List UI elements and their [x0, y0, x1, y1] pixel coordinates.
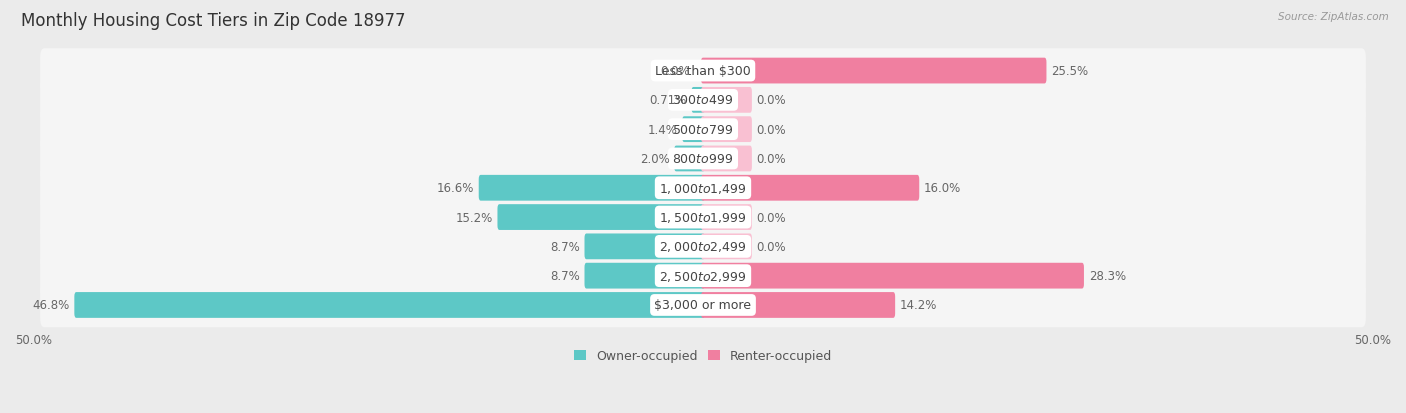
Text: 25.5%: 25.5%: [1052, 65, 1088, 78]
FancyBboxPatch shape: [478, 176, 704, 201]
FancyBboxPatch shape: [692, 88, 704, 114]
Text: $500 to $799: $500 to $799: [672, 123, 734, 136]
FancyBboxPatch shape: [41, 254, 1365, 298]
Legend: Owner-occupied, Renter-occupied: Owner-occupied, Renter-occupied: [568, 344, 838, 367]
FancyBboxPatch shape: [498, 205, 704, 230]
FancyBboxPatch shape: [585, 234, 704, 260]
Text: 8.7%: 8.7%: [550, 240, 579, 253]
FancyBboxPatch shape: [75, 292, 704, 318]
Text: 0.0%: 0.0%: [756, 123, 786, 136]
Text: 0.0%: 0.0%: [756, 240, 786, 253]
FancyBboxPatch shape: [702, 234, 752, 260]
Text: 8.7%: 8.7%: [550, 270, 579, 282]
FancyBboxPatch shape: [41, 49, 1365, 94]
FancyBboxPatch shape: [702, 117, 752, 143]
Text: 2.0%: 2.0%: [640, 152, 669, 166]
Text: $1,500 to $1,999: $1,500 to $1,999: [659, 211, 747, 225]
Text: 16.0%: 16.0%: [924, 182, 962, 195]
FancyBboxPatch shape: [702, 176, 920, 201]
Text: 0.71%: 0.71%: [650, 94, 686, 107]
Text: 16.6%: 16.6%: [437, 182, 474, 195]
Text: Source: ZipAtlas.com: Source: ZipAtlas.com: [1278, 12, 1389, 22]
Text: 0.0%: 0.0%: [756, 211, 786, 224]
Text: 15.2%: 15.2%: [456, 211, 492, 224]
Text: $300 to $499: $300 to $499: [672, 94, 734, 107]
FancyBboxPatch shape: [682, 117, 704, 143]
Text: $3,000 or more: $3,000 or more: [655, 299, 751, 312]
Text: Monthly Housing Cost Tiers in Zip Code 18977: Monthly Housing Cost Tiers in Zip Code 1…: [21, 12, 405, 30]
FancyBboxPatch shape: [585, 263, 704, 289]
FancyBboxPatch shape: [41, 283, 1365, 328]
FancyBboxPatch shape: [702, 146, 752, 172]
FancyBboxPatch shape: [41, 137, 1365, 181]
FancyBboxPatch shape: [41, 195, 1365, 240]
FancyBboxPatch shape: [675, 146, 704, 172]
FancyBboxPatch shape: [702, 292, 896, 318]
FancyBboxPatch shape: [41, 78, 1365, 123]
Text: 0.0%: 0.0%: [659, 65, 689, 78]
FancyBboxPatch shape: [41, 225, 1365, 269]
Text: 28.3%: 28.3%: [1088, 270, 1126, 282]
Text: 0.0%: 0.0%: [756, 152, 786, 166]
Text: $2,500 to $2,999: $2,500 to $2,999: [659, 269, 747, 283]
FancyBboxPatch shape: [702, 263, 1084, 289]
Text: 1.4%: 1.4%: [648, 123, 678, 136]
FancyBboxPatch shape: [41, 166, 1365, 211]
FancyBboxPatch shape: [41, 108, 1365, 152]
Text: 46.8%: 46.8%: [32, 299, 70, 312]
FancyBboxPatch shape: [702, 88, 752, 114]
FancyBboxPatch shape: [702, 59, 1046, 84]
Text: Less than $300: Less than $300: [655, 65, 751, 78]
Text: $1,000 to $1,499: $1,000 to $1,499: [659, 181, 747, 195]
Text: $800 to $999: $800 to $999: [672, 152, 734, 166]
FancyBboxPatch shape: [702, 205, 752, 230]
Text: $2,000 to $2,499: $2,000 to $2,499: [659, 240, 747, 254]
Text: 0.0%: 0.0%: [756, 94, 786, 107]
Text: 14.2%: 14.2%: [900, 299, 938, 312]
